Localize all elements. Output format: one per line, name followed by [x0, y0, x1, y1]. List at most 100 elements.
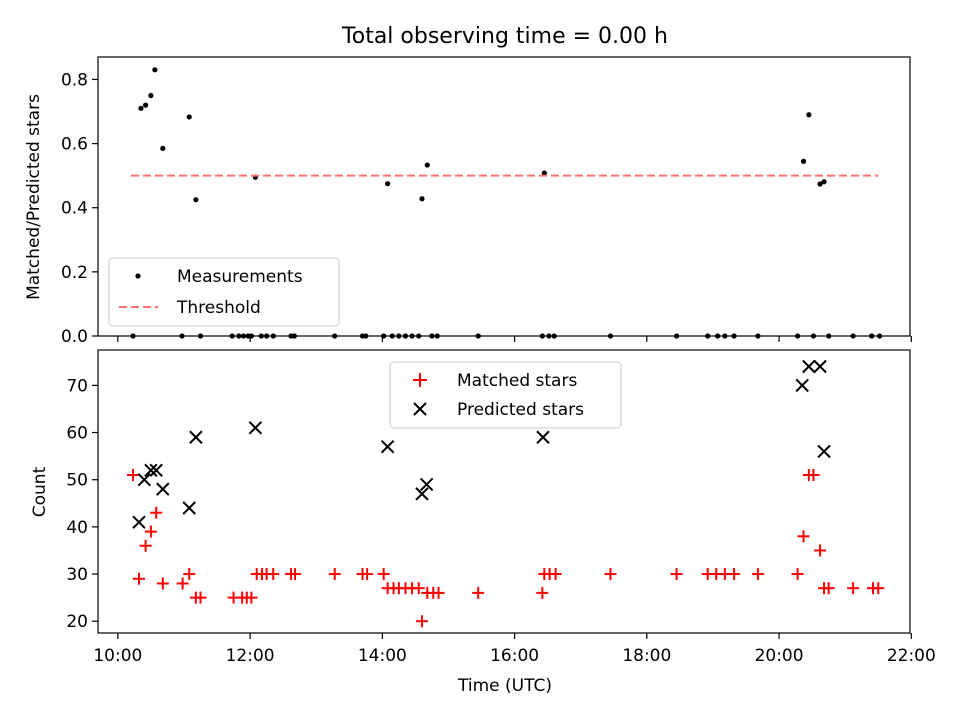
measurements-point	[434, 333, 440, 339]
measurements-point	[714, 333, 721, 339]
bottom-x-ticks: 10:00 12:00 14:00 16:00 18:00 20:00 22:00	[93, 633, 936, 666]
matched-stars-point	[267, 568, 280, 581]
measurements-point	[755, 333, 761, 339]
measurements-point	[869, 333, 875, 339]
matched-stars-point	[139, 539, 152, 552]
matched-stars-point	[472, 586, 485, 599]
matched-stars-point	[194, 591, 207, 604]
measurements-point	[138, 105, 144, 111]
matched-stars-point	[156, 577, 169, 590]
predicted-stars-point	[415, 487, 429, 501]
predicted-stars-point	[144, 463, 158, 477]
x-tick-label: 10:00	[93, 646, 142, 666]
y-tick-label: 0.6	[61, 135, 88, 155]
matched-stars-point	[412, 582, 425, 595]
matched-stars-point	[814, 544, 827, 557]
measurements-point	[826, 333, 832, 339]
bottom-y-ticks: 20 30 40 50 60 70	[66, 376, 98, 632]
measurements-point	[722, 333, 728, 339]
measurements-point	[197, 333, 204, 339]
predicted-stars-point	[795, 378, 809, 393]
y-tick-label: 20	[66, 612, 88, 632]
matched-stars-point	[797, 530, 810, 543]
x-tick-label: 14:00	[358, 646, 407, 666]
measurements-point	[800, 158, 807, 164]
predicted-stars-point	[182, 501, 196, 515]
matched-stars-point	[872, 582, 885, 595]
y-tick-label: 0.2	[61, 263, 88, 283]
measurements-point	[546, 333, 552, 339]
x-tick-label: 16:00	[490, 646, 539, 666]
predicted-stars-point	[380, 439, 395, 454]
measurements-point	[389, 333, 395, 339]
bottom-y-axis-label: Count	[30, 466, 50, 517]
predicted-stars-point	[156, 482, 170, 496]
matched-stars-point	[132, 572, 145, 585]
measurements-point	[193, 197, 199, 203]
measurements-point	[179, 333, 185, 339]
measurements-point	[385, 181, 391, 187]
top-legend-box	[108, 257, 340, 327]
measurements-point	[551, 333, 557, 339]
matched-stars-point	[289, 568, 302, 581]
matched-stars-point	[791, 568, 804, 581]
measurements-point	[673, 333, 680, 339]
predicted-stars-point	[817, 444, 831, 459]
bottom-legend: Matched stars Predicted stars	[389, 361, 622, 429]
y-tick-label: 40	[66, 518, 88, 538]
predicted-stars-point	[248, 421, 263, 435]
measurements-point	[806, 112, 812, 118]
legend-predicted-marker	[413, 402, 427, 416]
y-tick-label: 70	[66, 376, 88, 396]
matched-stars-point	[150, 506, 163, 519]
matched-stars-point	[536, 586, 549, 599]
x-tick-label: 12:00	[226, 646, 275, 666]
measurements-point	[731, 333, 737, 339]
measurements-point	[240, 333, 247, 339]
predicted-stars-point	[802, 359, 816, 374]
top-panel: 0.00.20.40.60.8 Matched/Predicted stars …	[24, 56, 912, 347]
measurements-point	[236, 333, 242, 339]
matched-stars-point	[416, 615, 429, 628]
predicted-stars-point	[149, 463, 163, 477]
measurements-point	[607, 333, 614, 339]
y-tick-label: 0.8	[61, 70, 88, 90]
chart-title: Total observing time = 0.00 h	[341, 24, 668, 49]
matched-stars-point	[807, 468, 820, 481]
x-tick-label: 20:00	[755, 646, 804, 666]
matched-stars-point	[245, 591, 258, 604]
measurements-point	[229, 333, 235, 339]
measurements-point	[363, 333, 369, 339]
y-tick-label: 0.0	[61, 327, 88, 347]
x-axis-label: Time (UTC)	[457, 676, 552, 696]
measurements-point	[332, 333, 338, 339]
top-x-ticks	[117, 336, 912, 342]
measurements-point	[541, 170, 547, 176]
predicted-stars-point	[419, 477, 434, 492]
measurements-point	[817, 181, 823, 187]
measurements-point	[186, 114, 192, 120]
matched-stars-point	[847, 582, 860, 595]
matched-stars-point	[432, 586, 445, 599]
matched-stars-point	[361, 568, 374, 581]
y-tick-label: 0.4	[61, 199, 88, 219]
measurements-point	[291, 333, 297, 339]
measurements-point	[258, 333, 264, 339]
measurements-point	[148, 92, 154, 99]
measurements-point	[705, 333, 711, 339]
predicted-stars-point	[536, 430, 550, 444]
measurements-point	[429, 333, 435, 339]
legend-matched-label: Matched stars	[457, 371, 577, 391]
matched-stars-point	[183, 568, 196, 581]
top-legend: Measurements Threshold	[108, 257, 340, 327]
measurements-point	[810, 333, 817, 339]
legend-measurements-marker	[135, 273, 141, 279]
matched-stars-point	[176, 577, 189, 590]
predicted-stars-point	[813, 359, 827, 374]
y-tick-label: 30	[66, 565, 88, 585]
measurements-point	[130, 333, 136, 339]
predicted-stars-point	[132, 515, 146, 529]
measurements-point	[264, 333, 270, 339]
legend-matched-marker	[413, 373, 427, 387]
